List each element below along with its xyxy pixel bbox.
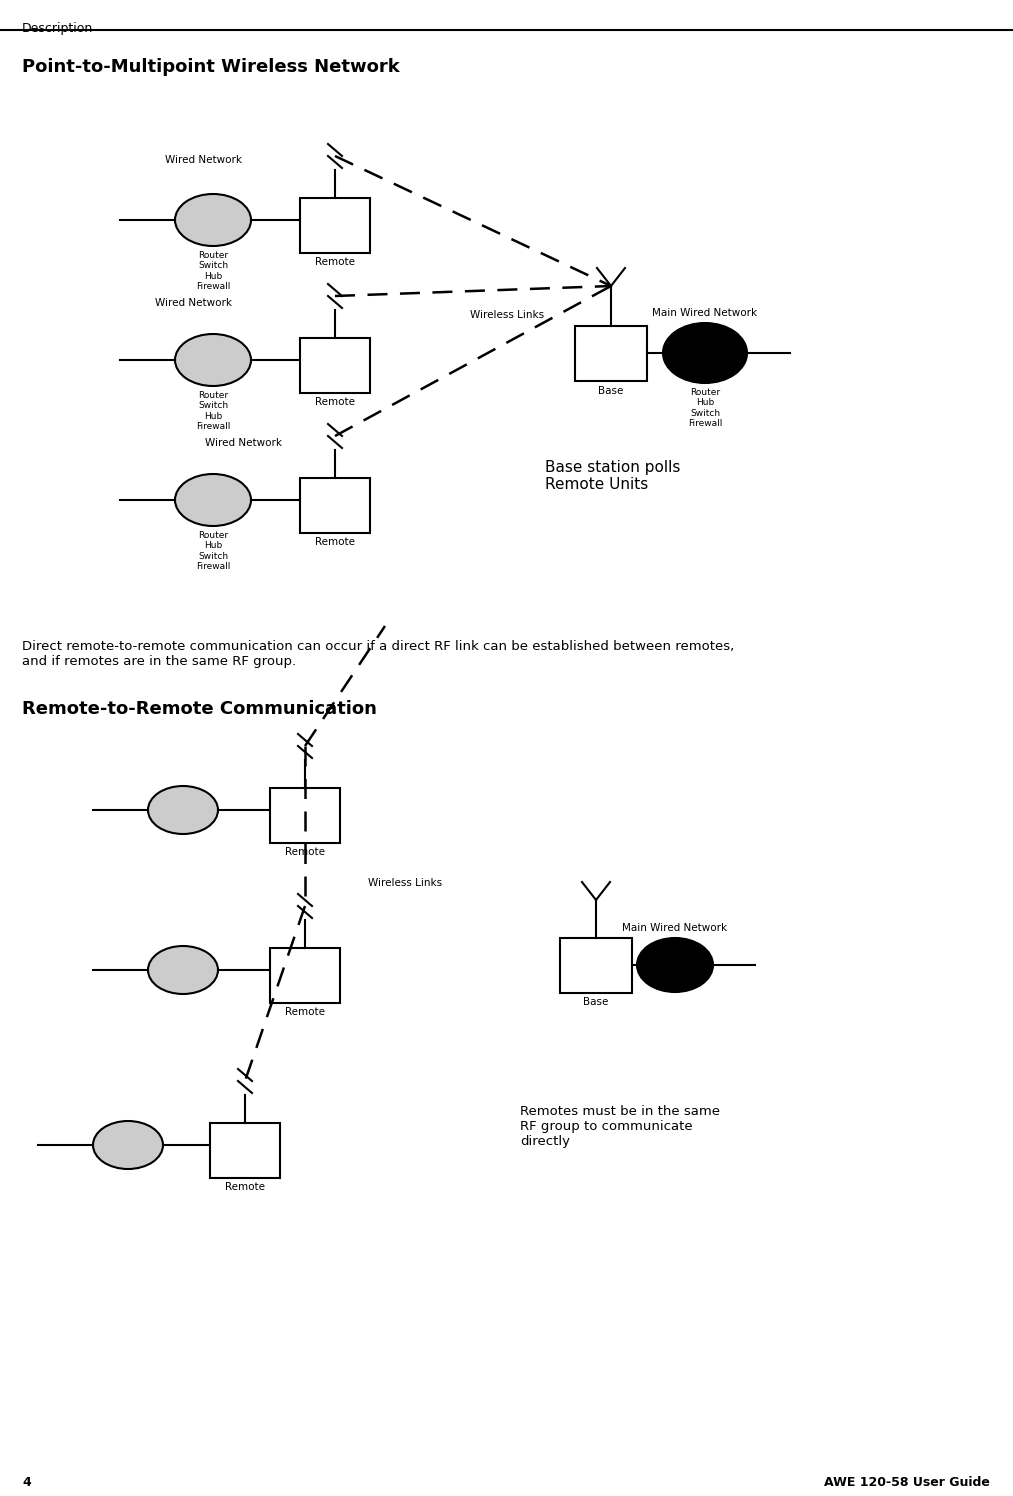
- Ellipse shape: [663, 323, 747, 383]
- Text: Remote: Remote: [315, 537, 355, 548]
- Text: Wired Network: Wired Network: [205, 438, 282, 447]
- Bar: [270, 788, 340, 844]
- Bar: [300, 338, 370, 393]
- Text: Description: Description: [22, 22, 93, 34]
- Bar: [300, 197, 370, 253]
- Bar: [210, 1123, 280, 1177]
- Text: Remote: Remote: [225, 1182, 265, 1192]
- Text: Base: Base: [583, 996, 609, 1007]
- Ellipse shape: [637, 938, 713, 992]
- Bar: [270, 948, 340, 1002]
- Text: Remote: Remote: [285, 1007, 325, 1017]
- Ellipse shape: [175, 334, 251, 386]
- Ellipse shape: [148, 945, 218, 993]
- Text: Router
Hub
Switch
Firewall: Router Hub Switch Firewall: [688, 387, 722, 428]
- Text: Remotes must be in the same
RF group to communicate
directly: Remotes must be in the same RF group to …: [520, 1106, 720, 1147]
- Text: Remote: Remote: [315, 396, 355, 407]
- Text: Wireless Links: Wireless Links: [470, 310, 544, 320]
- Text: Main Wired Network: Main Wired Network: [622, 923, 727, 934]
- Ellipse shape: [148, 785, 218, 833]
- Text: Remote: Remote: [285, 847, 325, 857]
- Ellipse shape: [175, 474, 251, 527]
- Ellipse shape: [175, 194, 251, 245]
- Bar: [560, 938, 632, 993]
- Text: Direct remote-to-remote communication can occur if a direct RF link can be estab: Direct remote-to-remote communication ca…: [22, 640, 734, 669]
- Text: Base: Base: [599, 386, 624, 396]
- Text: Wired Network: Wired Network: [155, 298, 232, 308]
- Text: Router
Switch
Hub
Firewall: Router Switch Hub Firewall: [196, 390, 230, 431]
- Text: Wireless Links: Wireless Links: [368, 878, 442, 889]
- Text: Main Wired Network: Main Wired Network: [652, 308, 758, 319]
- Text: AWE 120-58 User Guide: AWE 120-58 User Guide: [825, 1477, 990, 1489]
- Text: 4: 4: [22, 1477, 30, 1489]
- Bar: [575, 326, 647, 381]
- Text: Point-to-Multipoint Wireless Network: Point-to-Multipoint Wireless Network: [22, 58, 400, 76]
- Text: Base station polls
Remote Units: Base station polls Remote Units: [545, 459, 681, 492]
- Text: Router
Hub
Switch
Firewall: Router Hub Switch Firewall: [196, 531, 230, 571]
- Text: Remote: Remote: [315, 257, 355, 266]
- Bar: [300, 479, 370, 533]
- Text: Remote-to-Remote Communication: Remote-to-Remote Communication: [22, 700, 377, 718]
- Text: Wired Network: Wired Network: [165, 156, 242, 165]
- Text: Router
Switch
Hub
Firewall: Router Switch Hub Firewall: [196, 251, 230, 292]
- Ellipse shape: [93, 1121, 163, 1168]
